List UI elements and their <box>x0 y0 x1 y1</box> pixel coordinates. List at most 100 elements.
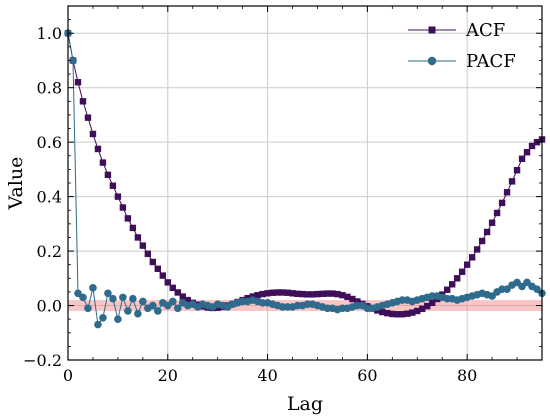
pacf-point <box>154 307 162 315</box>
x-axis-label: Lag <box>287 393 323 415</box>
acf-point <box>493 209 501 217</box>
acf-point <box>159 272 166 279</box>
acf-point <box>429 299 436 307</box>
x-tick-label: 0 <box>63 366 73 385</box>
legend-pacf-marker <box>427 56 437 66</box>
acf-point <box>453 275 461 282</box>
acf-point <box>344 293 351 301</box>
acf-point <box>89 130 97 138</box>
acf-point <box>119 204 127 211</box>
acf-point <box>264 290 271 297</box>
x-tick-label: 60 <box>357 366 377 385</box>
acf-point <box>184 296 191 304</box>
pacf-point <box>149 301 157 310</box>
acf-point <box>349 295 356 303</box>
y-tick-label: 0.2 <box>37 242 62 261</box>
acf-point <box>304 291 311 298</box>
acf-point <box>269 289 276 296</box>
acf-point <box>379 308 386 316</box>
series-layer <box>64 29 546 329</box>
acf-point <box>99 159 107 166</box>
acf-point <box>503 189 511 196</box>
legend-acf-marker <box>428 26 436 34</box>
acf-point <box>498 199 506 207</box>
acf-point <box>179 293 186 300</box>
pacf-point <box>134 309 142 318</box>
acf-point <box>134 234 142 241</box>
acf-point <box>114 193 122 200</box>
acf-point <box>404 310 411 317</box>
acf-point <box>458 268 466 275</box>
acf-point <box>463 261 471 268</box>
pacf-line <box>67 33 543 326</box>
pacf-point <box>173 304 182 313</box>
acf-point <box>174 289 181 296</box>
acf-point <box>488 219 496 226</box>
acf-point <box>299 290 306 298</box>
acf-point <box>334 290 341 298</box>
acf-point <box>84 114 92 121</box>
axis-ticks: 0 20 40 60 80 −0.2 0.0 0.2 0.4 0.6 0.8 1.0 <box>23 5 543 385</box>
pacf-point <box>69 56 77 65</box>
acf-point <box>289 290 296 297</box>
x-tick-label: 20 <box>158 366 178 385</box>
acf-point <box>284 289 291 296</box>
acf-point <box>528 142 536 150</box>
acf-point <box>444 286 451 293</box>
pacf-point <box>104 289 112 298</box>
pacf-point <box>109 294 117 303</box>
acf-point <box>473 246 481 253</box>
acf-point <box>414 307 421 315</box>
pacf-point <box>79 293 87 302</box>
acf-point <box>254 291 261 299</box>
acf-point <box>109 182 117 189</box>
acf-point <box>419 305 426 313</box>
acf-point <box>149 258 157 266</box>
acf-point <box>518 155 526 162</box>
acf-point <box>513 167 521 174</box>
acf-point <box>144 250 152 257</box>
acf-point <box>154 265 162 272</box>
acf-point <box>139 242 147 249</box>
y-tick-label: 0.4 <box>37 188 62 207</box>
acf-point <box>294 290 301 298</box>
acf-point <box>508 178 516 185</box>
legend-pacf-label: PACF <box>466 51 516 72</box>
acf-point <box>389 310 396 318</box>
acf-point <box>164 279 171 286</box>
acf-line <box>67 33 543 315</box>
pacf-point <box>99 313 107 322</box>
y-tick-label: −0.2 <box>23 351 62 370</box>
y-tick-label: 0.0 <box>37 297 62 316</box>
acf-point <box>314 290 321 298</box>
acf-point <box>74 79 82 86</box>
acf-point <box>399 311 406 318</box>
acf-point <box>448 281 456 288</box>
pacf-point <box>124 307 132 315</box>
series-pacf <box>64 29 546 329</box>
acf-point <box>329 290 336 297</box>
acf-point <box>324 290 331 297</box>
series-acf <box>64 30 546 318</box>
y-tick-label: 0.6 <box>37 133 62 152</box>
acf-point <box>394 311 401 318</box>
acf-point <box>309 291 316 298</box>
pacf-point <box>94 320 102 329</box>
acf-point <box>384 309 391 317</box>
x-tick-label: 80 <box>457 366 477 385</box>
acf-point <box>483 228 491 236</box>
acf-point <box>468 254 476 261</box>
acf-point <box>259 290 266 298</box>
pacf-point <box>168 297 177 306</box>
acf-point <box>79 98 87 105</box>
acf-point <box>104 171 112 179</box>
y-tick-label: 1.0 <box>37 24 62 43</box>
acf-point <box>409 309 416 316</box>
legend-acf-label: ACF <box>465 20 505 41</box>
pacf-point <box>84 304 92 313</box>
acf-point <box>169 284 176 292</box>
pacf-point <box>119 293 127 302</box>
acf-point <box>279 289 286 296</box>
pacf-point <box>139 297 147 306</box>
